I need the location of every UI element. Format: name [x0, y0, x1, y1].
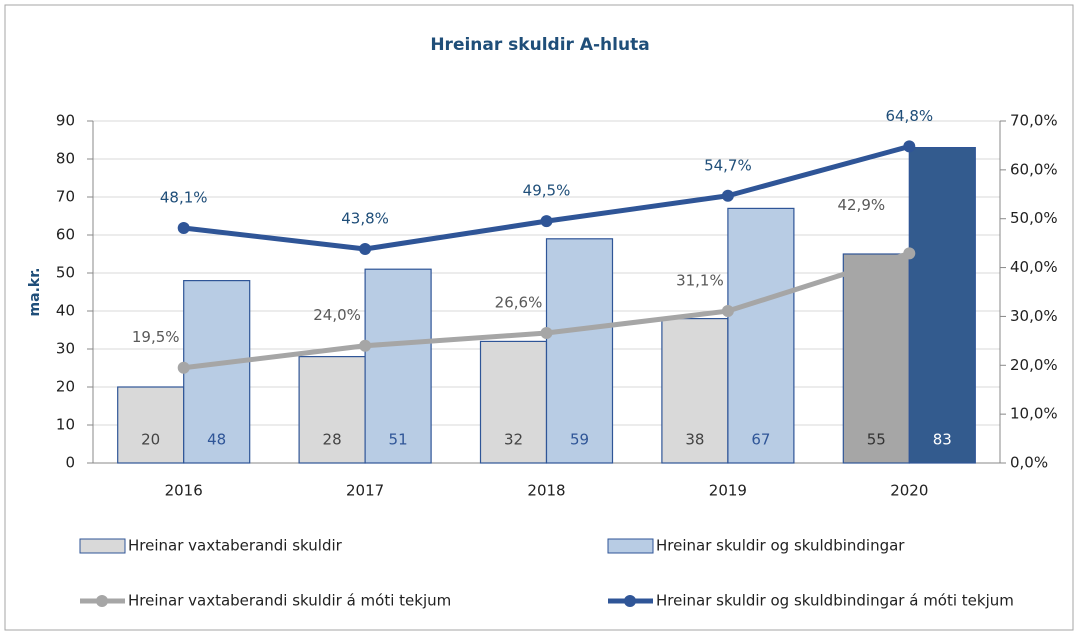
line-value-label: 19,5% — [132, 328, 180, 346]
line-value-label: 24,0% — [313, 306, 361, 324]
line-value-label: 26,6% — [495, 294, 543, 312]
x-tick-label: 2016 — [165, 482, 203, 500]
y2-tick-label: 10,0% — [1010, 405, 1058, 423]
y2-tick-label: 0,0% — [1010, 454, 1048, 472]
y-tick-label: 30 — [56, 340, 75, 358]
bar — [727, 207, 795, 464]
bar-value-label: 83 — [933, 431, 952, 449]
line-marker — [540, 327, 553, 340]
y2-tick-label: 50,0% — [1010, 209, 1058, 227]
x-tick-label: 2020 — [890, 482, 928, 500]
line-marker — [359, 243, 372, 256]
y-tick-label: 70 — [56, 188, 75, 206]
chart-title: Hreinar skuldir A-hluta — [430, 35, 649, 55]
y-tick-label: 20 — [56, 378, 75, 396]
y-axis-label: ma.kr. — [27, 268, 43, 317]
bar — [183, 280, 251, 464]
x-tick-label: 2017 — [346, 482, 384, 500]
line-marker — [721, 189, 734, 202]
bar — [661, 318, 729, 464]
y-tick-label: 90 — [56, 112, 75, 130]
x-tick-label: 2018 — [527, 482, 565, 500]
bar-value-label: 55 — [867, 431, 886, 449]
bar — [364, 268, 432, 464]
line-marker — [721, 305, 734, 318]
y2-tick-label: 30,0% — [1010, 307, 1058, 325]
legend-label: Hreinar skuldir og skuldbindingar á móti… — [656, 592, 1014, 610]
x-tick-label: 2019 — [709, 482, 747, 500]
legend-marker — [96, 595, 108, 607]
y-tick-label: 50 — [56, 264, 75, 282]
line-value-label: 54,7% — [704, 156, 752, 174]
line-value-label: 64,8% — [885, 107, 933, 125]
y-tick-label: 60 — [56, 226, 75, 244]
line-marker — [177, 361, 190, 374]
line-marker — [903, 140, 916, 153]
line-marker — [359, 339, 372, 352]
bar-value-label: 38 — [685, 431, 704, 449]
legend-swatch — [607, 538, 654, 554]
bar-value-label: 48 — [207, 431, 226, 449]
line-marker — [540, 215, 553, 228]
line-value-label: 31,1% — [676, 272, 724, 290]
bar-value-label: 59 — [570, 431, 589, 449]
bar — [479, 340, 548, 464]
bar-value-label: 32 — [504, 431, 523, 449]
bar-value-label: 51 — [389, 431, 408, 449]
legend-marker — [624, 595, 636, 607]
line-marker — [177, 221, 190, 234]
line-value-label: 43,8% — [341, 210, 389, 228]
bar — [842, 253, 910, 464]
line-value-label: 49,5% — [523, 182, 571, 200]
y-tick-label: 10 — [56, 416, 75, 434]
y-tick-label: 0 — [65, 454, 75, 472]
y-tick-label: 80 — [56, 150, 75, 168]
y2-tick-label: 60,0% — [1010, 160, 1058, 178]
legend-label: Hreinar vaxtaberandi skuldir á móti tekj… — [128, 592, 451, 610]
y-tick-label: 40 — [56, 302, 75, 320]
legend-label: Hreinar skuldir og skuldbindingar — [656, 537, 905, 555]
line-value-label: 48,1% — [160, 188, 208, 206]
y2-tick-label: 70,0% — [1010, 112, 1058, 130]
line-value-label: 42,9% — [837, 196, 885, 214]
line-marker — [903, 247, 916, 260]
bar — [117, 386, 185, 464]
bar — [545, 238, 614, 464]
legend-swatch — [79, 538, 126, 554]
bar-value-label: 67 — [751, 431, 770, 449]
y2-tick-label: 20,0% — [1010, 356, 1058, 374]
y2-tick-label: 40,0% — [1010, 258, 1058, 276]
bar-value-label: 28 — [323, 431, 342, 449]
bar — [908, 147, 976, 464]
bar-value-label: 20 — [141, 431, 160, 449]
legend-label: Hreinar vaxtaberandi skuldir — [128, 537, 343, 555]
